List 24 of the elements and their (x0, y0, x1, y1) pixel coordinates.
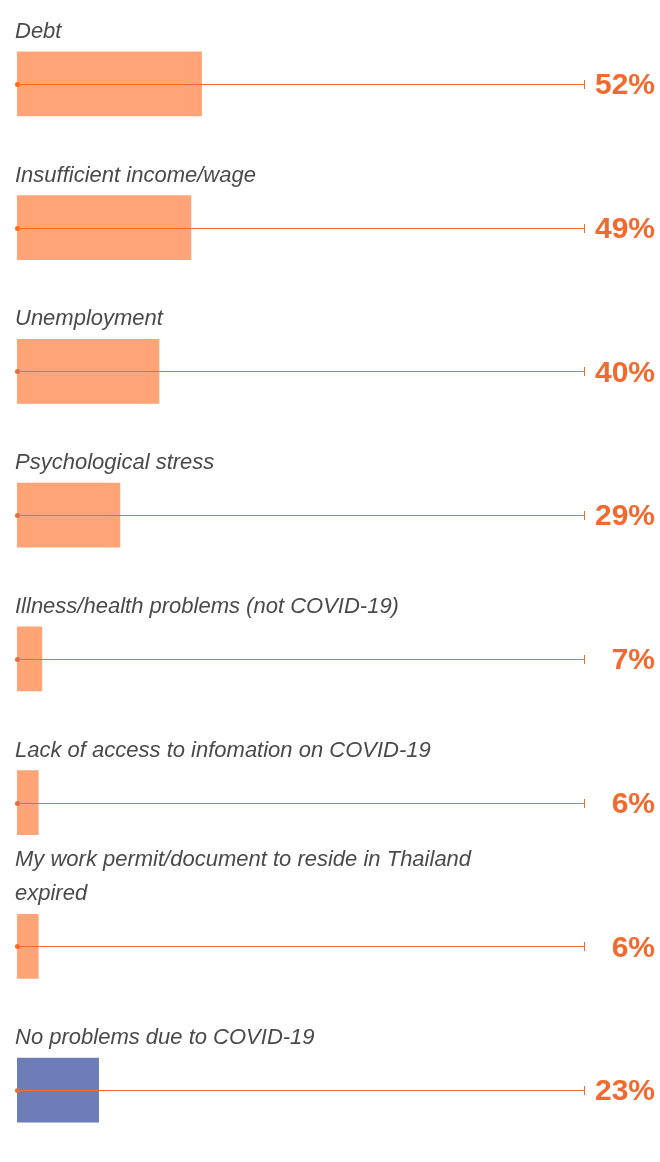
bar (17, 482, 121, 548)
bar (17, 914, 39, 979)
y-tick-label: Unemployment (15, 305, 164, 331)
bar (17, 195, 192, 260)
y-tick-label: My work permit/document to reside in Thailand expired (15, 846, 472, 906)
data-label: 29% (594, 498, 655, 532)
data-label: 7% (611, 642, 655, 676)
bar (17, 339, 160, 404)
data-label: 40% (594, 354, 655, 388)
bar (17, 626, 43, 692)
data-label: 6% (611, 929, 655, 963)
bar (17, 770, 39, 835)
data-label: 6% (611, 785, 655, 819)
y-tick-label: No problems due to COVID-19 (15, 1024, 315, 1050)
y-tick-label: Psychological stress (15, 449, 215, 475)
y-tick-label: Illness/health problems (not COVID-19) (15, 592, 399, 618)
data-label: 52% (594, 67, 655, 101)
y-tick-label: Debt (15, 17, 63, 43)
data-label: 23% (594, 1073, 655, 1107)
y-tick-label: Lack of access to infomation on COVID-19 (15, 736, 431, 762)
bar (17, 51, 202, 117)
y-tick-label: Insufficient income/wage (15, 161, 256, 187)
data-label: 49% (594, 210, 655, 244)
bar (17, 1057, 99, 1123)
